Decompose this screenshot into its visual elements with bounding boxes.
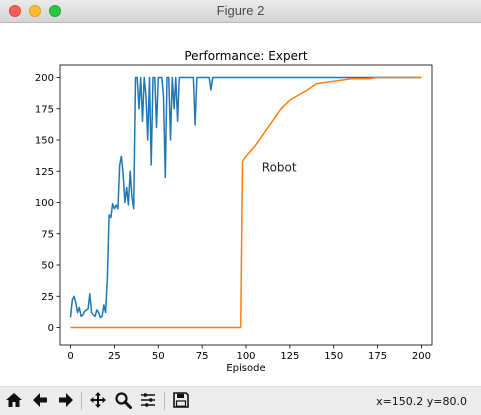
series-line-1: [69, 76, 422, 319]
series-group: [69, 76, 422, 329]
maximize-window-button[interactable]: [49, 5, 61, 17]
toolbar-separator: [81, 392, 82, 410]
x-axis-label: Episode: [226, 363, 265, 374]
zoom-icon: [115, 392, 132, 409]
save-icon: [173, 392, 189, 408]
back-icon: [33, 393, 47, 407]
zoom-button[interactable]: [113, 390, 133, 410]
back-button[interactable]: [30, 390, 50, 410]
y-tick-label: 0: [48, 323, 54, 334]
plot-area: [59, 64, 433, 346]
cursor-coordinates: x=150.2 y=80.0: [376, 395, 467, 408]
y-tick-label: 75: [41, 229, 54, 240]
pan-icon: [90, 392, 106, 408]
y-tick-label: 125: [35, 167, 54, 178]
x-tick-label: 175: [368, 351, 387, 362]
x-tick-label: 125: [280, 351, 299, 362]
x-tick-label: 0: [67, 351, 73, 362]
y-tick-label: 175: [35, 104, 54, 115]
y-tick-label: 25: [41, 292, 54, 303]
subplots-icon: [141, 393, 155, 407]
x-tick-label: 150: [324, 351, 343, 362]
series-line-2: [70, 76, 422, 329]
x-tick-label: 50: [152, 351, 165, 362]
save-button[interactable]: [171, 390, 191, 410]
window-title: Figure 2: [216, 3, 265, 18]
x-axis-ticks: 0 25 50 75 100 125 150 175 200: [67, 345, 431, 362]
close-window-button[interactable]: [9, 5, 21, 17]
y-axis-ticks: 0 25 50 75 100 125 150 175 200: [35, 73, 60, 334]
forward-button[interactable]: [56, 390, 76, 410]
y-tick-label: 200: [35, 73, 54, 84]
y-tick-label: 100: [35, 198, 54, 209]
chart-title: Performance: Expert: [184, 49, 308, 63]
navigation-toolbar: x=150.2 y=80.0: [0, 386, 481, 415]
home-button[interactable]: [4, 390, 24, 410]
title-bar[interactable]: Figure 2: [0, 0, 481, 23]
y-tick-label: 150: [35, 136, 54, 147]
home-icon: [6, 393, 22, 407]
x-tick-label: 100: [236, 351, 255, 362]
pan-button[interactable]: [88, 390, 108, 410]
x-tick-label: 200: [412, 351, 431, 362]
toolbar-separator: [164, 392, 165, 410]
plot-canvas[interactable]: Performance: Expert 0 25 50 75 100 125 150 175 2…: [0, 23, 481, 385]
y-tick-label: 50: [41, 261, 54, 272]
subplots-button[interactable]: [138, 390, 158, 410]
chart-annotation: Robot: [262, 161, 297, 175]
x-tick-label: 25: [108, 351, 121, 362]
minimize-window-button[interactable]: [29, 5, 41, 17]
x-tick-label: 75: [196, 351, 209, 362]
forward-icon: [59, 393, 73, 407]
